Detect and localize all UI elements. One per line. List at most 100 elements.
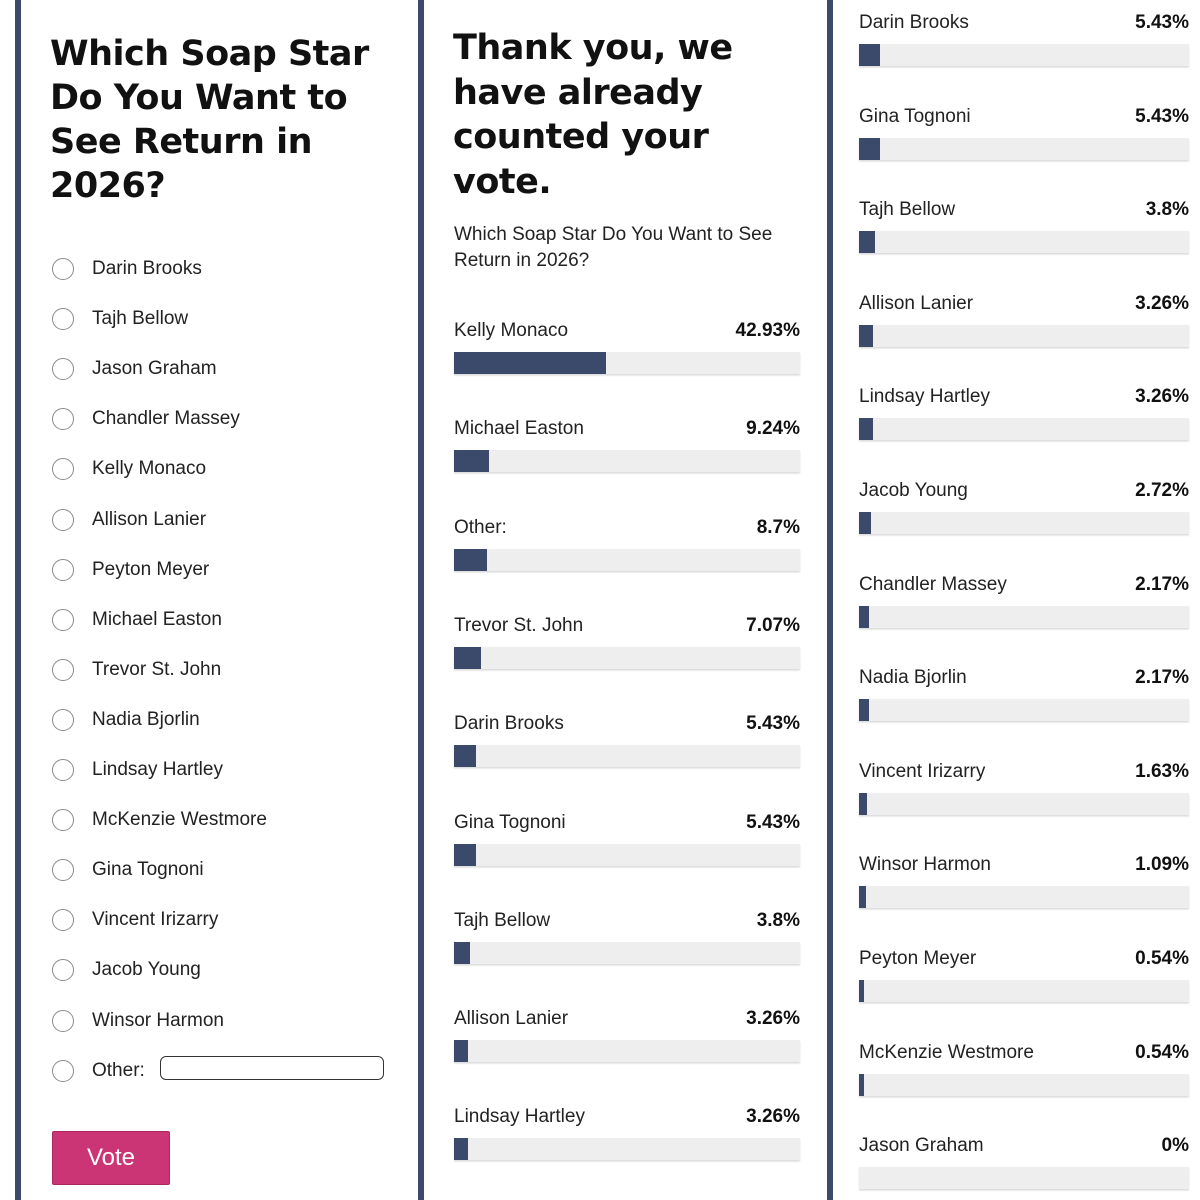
- radio-button[interactable]: [52, 258, 74, 280]
- result-bar-fill: [859, 792, 868, 815]
- result-name: Vincent Irizarry: [859, 760, 986, 782]
- radio-button[interactable]: [52, 408, 74, 431]
- result-percent: 3.26%: [1135, 292, 1189, 314]
- result-name: McKenzie Westmore: [859, 1041, 1034, 1063]
- result-bar-track: [859, 792, 1189, 815]
- option-label: Tajh Bellow: [92, 308, 189, 330]
- radio-button[interactable]: [52, 1059, 74, 1082]
- result-percent: 3.26%: [746, 1106, 800, 1128]
- result-bar-fill: [859, 418, 873, 441]
- option-label: Jason Graham: [92, 358, 217, 380]
- result-percent: 0%: [1161, 1135, 1189, 1157]
- radio-button[interactable]: [52, 608, 74, 631]
- result-percent: 7.07%: [746, 614, 800, 636]
- result-percent: 5.43%: [1135, 105, 1189, 127]
- radio-button[interactable]: [52, 909, 74, 932]
- other-text-input[interactable]: [160, 1055, 384, 1080]
- result-bar-track: [859, 605, 1189, 628]
- result-name: Allison Lanier: [859, 292, 974, 314]
- result-name: Kelly Monaco: [454, 320, 569, 341]
- vote-form-panel: Which Soap Star Do You Want to See Retur…: [22, 0, 418, 1200]
- result-bar-track: [859, 699, 1189, 722]
- result-bar-fill: [859, 605, 870, 628]
- result-bar-fill: [454, 1040, 469, 1063]
- radio-button[interactable]: [52, 1009, 74, 1032]
- results-panel-continued: Darin Brooks 5.43% Gina Tognoni 5.43% Tajh B…: [835, 0, 1200, 1200]
- result-bar-track: [454, 450, 800, 473]
- result-name: Nadia Bjorlin: [859, 667, 967, 689]
- result-name: Jacob Young: [859, 480, 968, 501]
- radio-button[interactable]: [52, 959, 74, 982]
- result-percent: 3.8%: [1145, 199, 1189, 221]
- vote-button[interactable]: Vote: [52, 1131, 170, 1185]
- result-row-michael-easton: Michael Easton 9.24%: [454, 418, 800, 473]
- result-row-winsor-harmon: Winsor Harmon 1.09%: [859, 854, 1189, 909]
- result-bar-track: [859, 137, 1189, 160]
- result-name: Chandler Massey: [859, 573, 1007, 595]
- result-name: Darin Brooks: [454, 713, 564, 735]
- option-label: Trevor St. John: [92, 658, 222, 680]
- result-bar-fill: [859, 44, 880, 66]
- result-bar-track: [454, 1040, 800, 1063]
- result-bar-track: [859, 44, 1189, 66]
- result-name: Tajh Bellow: [859, 199, 956, 221]
- result-row-peyton-meyer: Peyton Meyer 0.54%: [859, 948, 1189, 1002]
- radio-button[interactable]: [52, 308, 74, 331]
- result-name: Winsor Harmon: [859, 854, 991, 876]
- option-label: Other:: [92, 1059, 145, 1081]
- radio-button[interactable]: [52, 759, 74, 781]
- result-bar-fill: [454, 1138, 469, 1161]
- result-percent: 5.43%: [746, 811, 800, 833]
- radio-button[interactable]: [52, 658, 74, 681]
- option-label: McKenzie Westmore: [92, 809, 267, 831]
- option-label: Lindsay Hartley: [92, 759, 223, 780]
- thank-you-heading: Thank you, we have already counted your …: [453, 28, 733, 202]
- result-percent: 0.54%: [1135, 948, 1189, 969]
- result-bar-fill: [859, 1073, 864, 1096]
- result-bar-fill: [454, 941, 471, 964]
- result-percent: 42.93%: [735, 320, 800, 341]
- result-row-jacob-young: Jacob Young 2.72%: [859, 480, 1189, 534]
- result-bar-fill: [454, 843, 476, 866]
- result-percent: 5.43%: [1135, 12, 1189, 33]
- radio-button[interactable]: [52, 708, 74, 731]
- result-bar-fill: [859, 324, 873, 347]
- result-bar-track: [454, 745, 800, 768]
- result-percent: 2.17%: [1135, 667, 1189, 689]
- result-row-gina-tognoni: Gina Tognoni 5.43%: [859, 106, 1189, 160]
- result-bar-track: [454, 548, 800, 571]
- result-bar-fill: [859, 512, 871, 534]
- result-percent: 2.72%: [1135, 480, 1189, 501]
- result-row-vincent-irizarry: Vincent Irizarry 1.63%: [859, 761, 1189, 815]
- result-row-mckenzie-westmore: McKenzie Westmore 0.54%: [859, 1042, 1189, 1096]
- result-bar-track: [859, 418, 1189, 441]
- option-label: Jacob Young: [92, 959, 201, 981]
- result-bar-fill: [859, 980, 864, 1002]
- radio-button[interactable]: [52, 458, 74, 481]
- option-label: Peyton Meyer: [92, 558, 210, 580]
- result-bar-track: [454, 843, 800, 866]
- result-row-kelly-monaco: Kelly Monaco 42.93%: [454, 320, 800, 374]
- result-row-jason-graham: Jason Graham 0%: [859, 1135, 1189, 1190]
- result-bar-track: [454, 941, 800, 964]
- radio-button[interactable]: [52, 859, 74, 882]
- result-bar-fill: [859, 231, 875, 254]
- result-name: Gina Tognoni: [859, 105, 971, 127]
- result-percent: 3.8%: [756, 909, 800, 931]
- result-bar-fill: [859, 699, 870, 722]
- result-row-chandler-massey: Chandler Massey 2.17%: [859, 574, 1189, 628]
- radio-button[interactable]: [52, 508, 74, 531]
- radio-button[interactable]: [52, 558, 74, 581]
- result-percent: 1.63%: [1135, 760, 1189, 782]
- radio-button[interactable]: [52, 358, 74, 381]
- result-bar-fill: [859, 137, 880, 160]
- result-bar-fill: [454, 450, 489, 473]
- result-bar-fill: [454, 646, 482, 669]
- result-bar-track: [454, 352, 800, 374]
- radio-button[interactable]: [52, 809, 74, 832]
- result-row-allison-lanier: Allison Lanier 3.26%: [859, 293, 1189, 347]
- result-bar-track: [859, 1073, 1189, 1096]
- result-bar-track: [454, 1138, 800, 1161]
- result-bar-track: [859, 1167, 1189, 1190]
- result-bar-fill: [454, 548, 488, 571]
